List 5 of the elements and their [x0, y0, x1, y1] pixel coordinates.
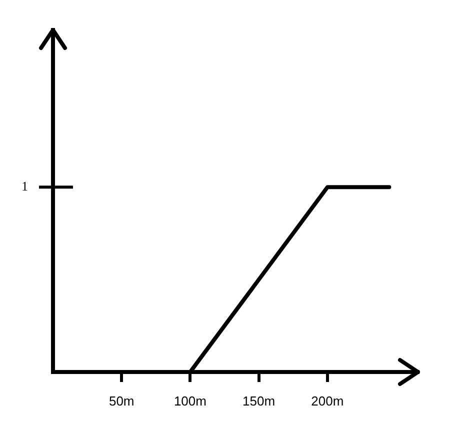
- x-tick-label: 200m: [311, 393, 344, 408]
- x-tick-label: 100m: [174, 393, 206, 408]
- x-tick-label: 150m: [242, 393, 276, 408]
- x-tick-label: 50m: [108, 393, 134, 408]
- text: 1: [22, 178, 28, 194]
